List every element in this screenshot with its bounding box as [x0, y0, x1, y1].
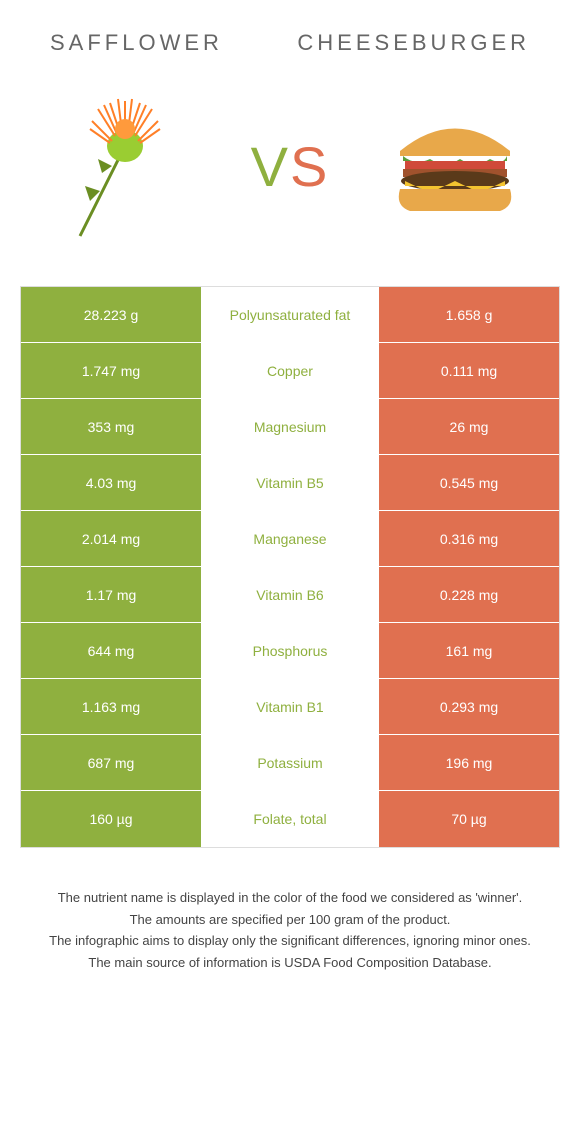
cell-nutrient-name: Phosphorus	[201, 623, 379, 678]
cell-left-value: 1.17 mg	[21, 567, 201, 622]
cell-right-value: 1.658 g	[379, 287, 559, 342]
cheeseburger-icon	[385, 111, 525, 221]
title-right: Cheeseburger	[297, 30, 530, 56]
vs-label: VS	[251, 134, 330, 199]
cell-right-value: 26 mg	[379, 399, 559, 454]
cell-right-value: 161 mg	[379, 623, 559, 678]
table-row: 28.223 gPolyunsaturated fat1.658 g	[21, 287, 559, 343]
table-row: 1.17 mgVitamin B60.228 mg	[21, 567, 559, 623]
footer-line-2: The amounts are specified per 100 gram o…	[40, 910, 540, 930]
cheeseburger-image	[380, 91, 530, 241]
cell-right-value: 0.293 mg	[379, 679, 559, 734]
safflower-icon	[50, 91, 200, 241]
nutrient-table: 28.223 gPolyunsaturated fat1.658 g1.747 …	[20, 286, 560, 848]
images-row: VS	[20, 76, 560, 256]
cell-nutrient-name: Vitamin B5	[201, 455, 379, 510]
table-row: 1.747 mgCopper0.111 mg	[21, 343, 559, 399]
title-left: Safflower	[50, 30, 223, 56]
footer-line-4: The main source of information is USDA F…	[40, 953, 540, 973]
footer-line-3: The infographic aims to display only the…	[40, 931, 540, 951]
cell-left-value: 4.03 mg	[21, 455, 201, 510]
cell-left-value: 687 mg	[21, 735, 201, 790]
table-row: 644 mgPhosphorus161 mg	[21, 623, 559, 679]
table-row: 160 µgFolate, total70 µg	[21, 791, 559, 847]
header-row: Safflower Cheeseburger	[20, 30, 560, 56]
cell-left-value: 644 mg	[21, 623, 201, 678]
table-row: 1.163 mgVitamin B10.293 mg	[21, 679, 559, 735]
cell-nutrient-name: Polyunsaturated fat	[201, 287, 379, 342]
vs-s: S	[290, 135, 329, 198]
cell-left-value: 2.014 mg	[21, 511, 201, 566]
cell-nutrient-name: Copper	[201, 343, 379, 398]
cell-nutrient-name: Potassium	[201, 735, 379, 790]
cell-right-value: 0.545 mg	[379, 455, 559, 510]
table-row: 353 mgMagnesium26 mg	[21, 399, 559, 455]
cell-left-value: 160 µg	[21, 791, 201, 847]
footer-line-1: The nutrient name is displayed in the co…	[40, 888, 540, 908]
cell-nutrient-name: Vitamin B6	[201, 567, 379, 622]
table-row: 4.03 mgVitamin B50.545 mg	[21, 455, 559, 511]
cell-nutrient-name: Vitamin B1	[201, 679, 379, 734]
cell-right-value: 0.111 mg	[379, 343, 559, 398]
cell-left-value: 1.163 mg	[21, 679, 201, 734]
table-row: 687 mgPotassium196 mg	[21, 735, 559, 791]
cell-left-value: 353 mg	[21, 399, 201, 454]
footer-notes: The nutrient name is displayed in the co…	[20, 888, 560, 972]
cell-left-value: 28.223 g	[21, 287, 201, 342]
vs-v: V	[251, 135, 290, 198]
table-row: 2.014 mgManganese0.316 mg	[21, 511, 559, 567]
cell-right-value: 196 mg	[379, 735, 559, 790]
cell-nutrient-name: Magnesium	[201, 399, 379, 454]
cell-nutrient-name: Manganese	[201, 511, 379, 566]
cell-right-value: 0.316 mg	[379, 511, 559, 566]
cell-right-value: 0.228 mg	[379, 567, 559, 622]
safflower-image	[50, 91, 200, 241]
cell-nutrient-name: Folate, total	[201, 791, 379, 847]
cell-left-value: 1.747 mg	[21, 343, 201, 398]
cell-right-value: 70 µg	[379, 791, 559, 847]
